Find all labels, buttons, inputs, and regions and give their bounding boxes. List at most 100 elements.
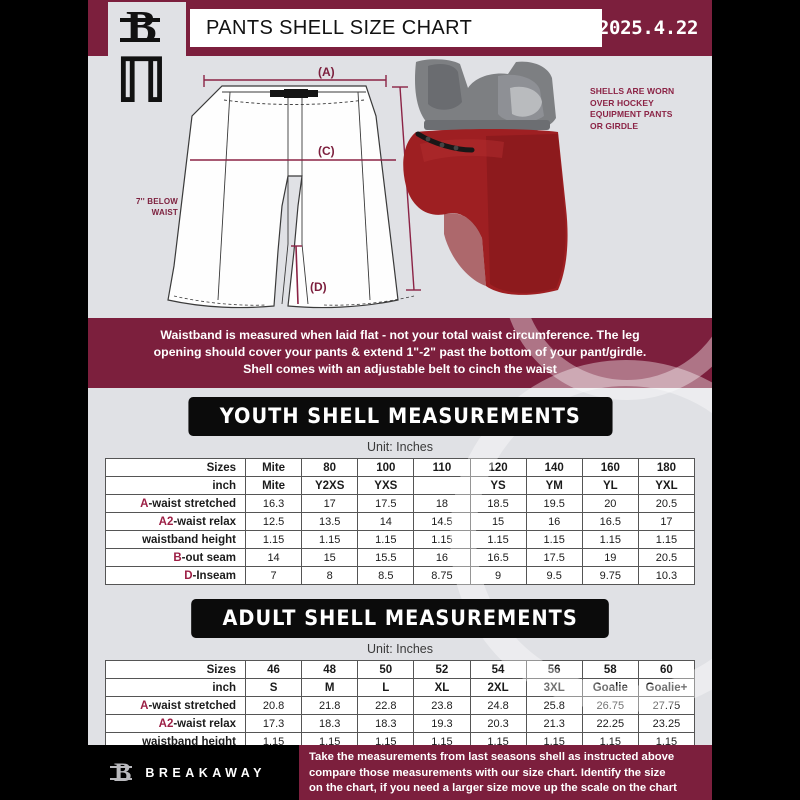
- row-label-text: -out seam: [181, 551, 236, 564]
- table-cell: 15: [301, 548, 359, 567]
- row-label: Sizes: [105, 660, 246, 679]
- product-photo: [403, 59, 568, 295]
- youth-table-body: Sizes Mite 80 100 110 120 140 160 180 inch Mite Y2X…: [105, 458, 696, 585]
- table-cell: 9.5: [525, 566, 583, 585]
- row-label: D-Inseam: [105, 566, 246, 585]
- instruction-line-1: Waistband is measured when laid flat - n…: [160, 328, 640, 342]
- table-cell: 17: [301, 494, 359, 513]
- table-cell: 17.3: [244, 714, 303, 733]
- page-title: PANTS SHELL SIZE CHART: [206, 16, 473, 39]
- table-cell: 1.15: [413, 530, 471, 549]
- table-cell: 15: [469, 512, 527, 531]
- table-cell: 18: [413, 494, 471, 513]
- footer-line-2: compare those measurements with our size…: [309, 766, 666, 779]
- table-row: inch S M L XL 2XL 3XL Goalie Goalie+: [105, 678, 696, 697]
- shell-usage-note-line2: OVER HOCKEY: [590, 97, 654, 108]
- row-label-key: A: [140, 699, 149, 712]
- table-cell: 19: [581, 548, 639, 567]
- row-label: Sizes: [105, 458, 246, 477]
- table-cell: 180: [637, 458, 696, 477]
- table-cell: [413, 476, 471, 495]
- table-cell: 12.5: [244, 512, 303, 531]
- table-cell: 110: [413, 458, 471, 477]
- table-cell: Y2XS: [301, 476, 359, 495]
- instruction-line-2: opening should cover your pants & extend…: [153, 345, 647, 359]
- brand-logo-letter: B: [120, 1, 160, 52]
- table-cell: M: [301, 678, 359, 697]
- table-cell: 58: [581, 660, 639, 679]
- table-cell: 9: [469, 566, 527, 585]
- table-cell: 27.75: [637, 696, 696, 715]
- row-label-text: waistband height: [142, 735, 236, 748]
- watermark-logo-letter: ℿ: [116, 48, 167, 114]
- table-cell: Goalie: [581, 678, 639, 697]
- header-bar: B PANTS SHELL SIZE CHART 2025.4.22: [88, 0, 712, 56]
- footer-brand: B BREAKAWAY: [88, 745, 299, 800]
- table-row: A2-waist relax 17.3 18.3 18.3 19.3 20.3 21.3 22…: [105, 714, 696, 733]
- table-row: Sizes Mite 80 100 110 120 140 160 180: [105, 458, 696, 477]
- table-cell: 8.5: [357, 566, 415, 585]
- row-label: A2-waist relax: [105, 512, 246, 531]
- below-waist-note: 7'' BELOW WAIST: [98, 196, 178, 218]
- footer-logo-mark: B: [109, 757, 133, 787]
- row-label: waistband height: [105, 530, 246, 549]
- table-cell: 20.5: [637, 494, 696, 513]
- row-label-text: -waist stretched: [148, 497, 236, 510]
- row-label: inch: [105, 678, 246, 697]
- table-cell: 19.3: [413, 714, 471, 733]
- table-cell: YXS: [357, 476, 415, 495]
- table-cell: 16.3: [244, 494, 303, 513]
- shell-usage-note: SHELLS ARE WORN OVER HOCKEY EQUIPMENT PA…: [590, 86, 708, 132]
- below-waist-note-line1: 7'' BELOW: [135, 197, 178, 206]
- table-cell: 3XL: [525, 678, 583, 697]
- table-cell: 80: [301, 458, 359, 477]
- table-cell: 24.8: [469, 696, 527, 715]
- footer-line-3: on the chart, if you need a larger size …: [309, 782, 677, 795]
- table-cell: Mite: [244, 458, 303, 477]
- row-label-key: D: [184, 569, 193, 582]
- row-label-text: inch: [212, 681, 236, 694]
- dimension-label-c: (C): [318, 144, 335, 158]
- shell-usage-note-line3: EQUIPMENT PANTS: [590, 109, 673, 119]
- footer-brand-name: BREAKAWAY: [145, 765, 266, 780]
- row-label: A2-waist relax: [105, 714, 246, 733]
- table-cell: S: [244, 678, 303, 697]
- instruction-banner: Waistband is measured when laid flat - n…: [88, 318, 712, 388]
- table-cell: 18.5: [469, 494, 527, 513]
- table-cell: YXL: [637, 476, 696, 495]
- table-cell: 120: [469, 458, 527, 477]
- table-cell: 100: [357, 458, 415, 477]
- row-label: inch: [105, 476, 246, 495]
- youth-size-table: Sizes Mite 80 100 110 120 140 160 180 inch Mite Y2X…: [105, 458, 696, 585]
- row-label-text: -Inseam: [192, 569, 236, 582]
- table-cell: 1.15: [301, 530, 359, 549]
- table-cell: XL: [413, 678, 471, 697]
- row-label-text: Sizes: [206, 663, 236, 676]
- table-cell: 56: [525, 660, 583, 679]
- table-cell: 20.5: [637, 548, 696, 567]
- table-row: Sizes 46 48 50 52 54 56 58 60: [105, 660, 696, 679]
- row-label-key: A: [140, 497, 149, 510]
- figure-zone: ℿ 7'' BELOW WAIST: [88, 48, 712, 318]
- table-cell: 1.15: [244, 530, 303, 549]
- table-row: inch Mite Y2XS YXS YS YM YL YXL: [105, 476, 696, 495]
- table-cell: 16: [525, 512, 583, 531]
- row-label-key: B: [173, 551, 182, 564]
- dimension-label-d: (D): [310, 280, 327, 294]
- shell-usage-note-line4: OR GIRDLE: [590, 120, 639, 131]
- row-label: A-waist stretched: [105, 494, 246, 513]
- table-cell: 8: [301, 566, 359, 585]
- table-cell: 20.3: [469, 714, 527, 733]
- table-cell: 10.3: [637, 566, 696, 585]
- table-cell: 1.15: [581, 530, 639, 549]
- table-cell: 15.5: [357, 548, 415, 567]
- table-cell: 18.3: [301, 714, 359, 733]
- table-row: waistband height 1.15 1.15 1.15 1.15 1.15 1.15…: [105, 530, 696, 549]
- table-cell: 60: [637, 660, 696, 679]
- table-cell: 17.5: [525, 548, 583, 567]
- table-cell: 14.5: [413, 512, 471, 531]
- instruction-line-3: Shell comes with an adjustable belt to c…: [243, 362, 557, 376]
- table-cell: 25.8: [525, 696, 583, 715]
- table-cell: 52: [413, 660, 471, 679]
